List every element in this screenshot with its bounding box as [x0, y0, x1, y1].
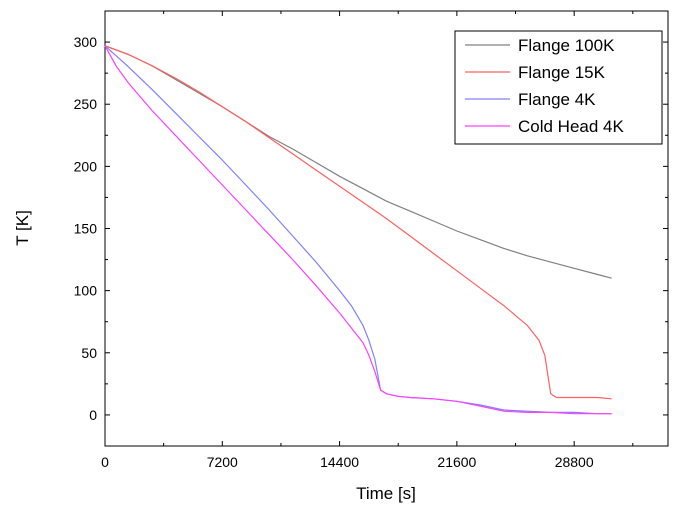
legend-box [454, 30, 663, 145]
x-tick-label: 7200 [207, 454, 238, 470]
plot-area: 0 50 100 150 200 250 300 0 7200 14400 21600 28800 [74, 10, 669, 470]
series-line-0 [104, 45, 612, 279]
legend-label: Flange 4K [518, 90, 596, 109]
x-tick-label: 21600 [437, 454, 476, 470]
y-tick-label: 100 [74, 283, 98, 299]
series-lines [104, 45, 612, 415]
y-tick-label: 200 [74, 158, 98, 174]
y-tick-label: 0 [89, 407, 97, 423]
y-axis-title: T [K] [13, 210, 32, 246]
legend-label: Cold Head 4K [518, 117, 625, 136]
y-tick-label: 50 [81, 345, 97, 361]
legend-label: Flange 100K [518, 36, 615, 55]
x-axis-title: Time [s] [356, 484, 416, 503]
y-tick-label: 250 [74, 96, 98, 112]
legend: Flange 100K Flange 15K Flange 4K Cold Head … [454, 30, 663, 145]
series-line-1 [104, 45, 612, 400]
series-line-2 [104, 45, 612, 415]
legend-label: Flange 15K [518, 63, 606, 82]
x-tick-label: 14400 [320, 454, 359, 470]
x-axis: 0 7200 14400 21600 28800 [101, 11, 634, 470]
y-axis: 0 50 100 150 200 250 300 [74, 34, 668, 423]
y-tick-label: 300 [74, 34, 98, 50]
x-tick-label: 28800 [555, 454, 594, 470]
y-tick-label: 150 [74, 221, 98, 237]
series-line-3 [104, 45, 612, 415]
x-tick-label: 0 [101, 454, 109, 470]
